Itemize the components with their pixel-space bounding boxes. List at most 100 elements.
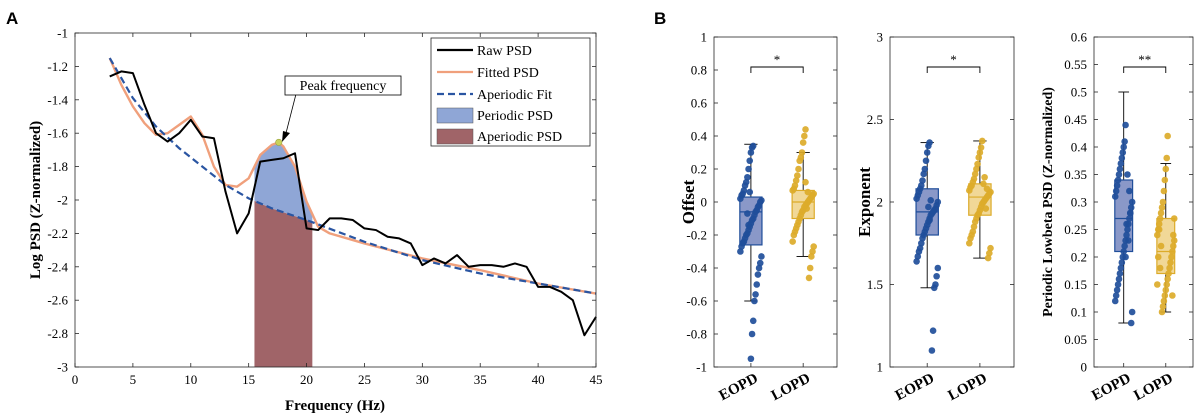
- data-point: [1168, 253, 1175, 261]
- data-point: [1127, 204, 1135, 211]
- data-point: [1161, 292, 1169, 299]
- data-point: [1154, 231, 1161, 239]
- panel-a-letter: A: [6, 9, 18, 28]
- y-tick-label: 0.15: [1064, 277, 1087, 292]
- data-point: [928, 347, 936, 354]
- data-point: [741, 182, 749, 189]
- data-point: [966, 187, 973, 194]
- data-point: [792, 177, 800, 184]
- data-point: [1122, 253, 1129, 261]
- data-point: [754, 271, 762, 278]
- data-point: [753, 281, 761, 288]
- data-point: [806, 264, 814, 272]
- panel-b-letter: B: [654, 9, 666, 28]
- data-point: [1164, 275, 1171, 283]
- data-point: [1117, 264, 1125, 272]
- annotation-text: Peak frequency: [300, 79, 387, 94]
- data-point: [984, 254, 992, 262]
- y-tick-label: -1: [57, 26, 68, 41]
- data-point: [1167, 259, 1174, 266]
- data-point: [1160, 297, 1168, 305]
- y-tick-label: -0.8: [686, 327, 707, 342]
- data-point: [1126, 209, 1134, 217]
- bracket-line: [926, 66, 981, 73]
- y-tick-label: -1: [696, 360, 707, 375]
- data-point: [1117, 160, 1125, 167]
- significance-bracket: *: [750, 52, 804, 73]
- y-tick-label: 0: [1081, 360, 1088, 375]
- data-point: [1162, 165, 1170, 173]
- data-point: [1126, 187, 1133, 195]
- y-axis-label-a: Log PSD (Z-normalized): [28, 121, 44, 279]
- x-axis-label-a: Frequency (Hz): [285, 398, 385, 414]
- data-point: [1124, 171, 1131, 178]
- y-tick-label: 0.2: [691, 162, 707, 177]
- data-point: [1170, 237, 1178, 244]
- data-point: [977, 144, 985, 151]
- data-point: [914, 253, 922, 260]
- data-point: [1127, 319, 1135, 327]
- significance-bracket: **: [1123, 52, 1167, 73]
- data-point: [1120, 248, 1127, 255]
- annotation-arrow-head: [282, 131, 290, 142]
- boxplot-offset: -1 -0.8 -0.6 -0.4 -0.2 0 0.2 0.4 0.6 0.8 1 EOPD LOPD…: [679, 30, 838, 404]
- data-point: [798, 149, 806, 156]
- data-point: [974, 160, 981, 168]
- data-point: [1160, 187, 1168, 195]
- data-point: [1112, 292, 1120, 299]
- x-tick-label: 0: [72, 372, 79, 387]
- data-point: [1162, 286, 1170, 294]
- legend-label-raw: Raw PSD: [477, 44, 532, 59]
- y-tick-label: -2: [57, 193, 68, 208]
- data-point: [802, 126, 809, 133]
- y-tick-label: 3: [877, 30, 884, 45]
- data-point: [808, 253, 815, 260]
- x-tick-label: 15: [242, 372, 255, 387]
- data-point: [1124, 226, 1131, 233]
- data-point: [1164, 132, 1171, 140]
- y-tick-label: 2: [877, 195, 884, 210]
- data-point: [1161, 176, 1169, 184]
- data-point: [738, 243, 745, 250]
- data-point: [1122, 121, 1129, 129]
- data-point: [790, 231, 798, 239]
- y-tick-label: 2.5: [867, 112, 883, 127]
- group-lopd: [966, 137, 994, 262]
- legend-swatch-periodic: [436, 107, 474, 124]
- data-point: [919, 177, 926, 184]
- data-point: [805, 274, 813, 282]
- data-point: [1163, 281, 1171, 288]
- data-point: [1165, 270, 1172, 277]
- data-point: [748, 330, 756, 338]
- data-point: [930, 284, 938, 292]
- data-point: [804, 188, 812, 196]
- data-point: [752, 291, 759, 298]
- data-point: [1159, 303, 1167, 310]
- data-point: [744, 173, 751, 181]
- data-point: [981, 173, 988, 181]
- data-point: [1111, 193, 1119, 200]
- boxplot-exponent: 1 1.5 2 2.5 3 EOPD LOPD Exponent *: [855, 30, 1015, 404]
- y-tick-label: 0.55: [1064, 57, 1087, 72]
- data-point: [1114, 176, 1122, 184]
- data-point: [789, 238, 796, 245]
- data-point: [796, 157, 803, 165]
- data-point: [1115, 275, 1123, 283]
- legend-label-fitted: Fitted PSD: [477, 66, 539, 81]
- data-point: [1169, 292, 1176, 299]
- data-point: [933, 272, 940, 280]
- data-point: [1128, 198, 1136, 206]
- data-point: [978, 137, 986, 145]
- data-point: [973, 165, 980, 173]
- data-point: [751, 297, 758, 305]
- y-tick-label: -2.4: [47, 259, 68, 274]
- data-point: [970, 223, 978, 231]
- data-point: [1118, 154, 1126, 162]
- y-tick-label: 0.25: [1064, 222, 1087, 237]
- y-tick-label: -0.2: [686, 228, 707, 243]
- data-point: [926, 216, 933, 224]
- y-tick-label: 0: [701, 195, 708, 210]
- legend-box: [430, 37, 591, 147]
- data-point: [749, 317, 757, 325]
